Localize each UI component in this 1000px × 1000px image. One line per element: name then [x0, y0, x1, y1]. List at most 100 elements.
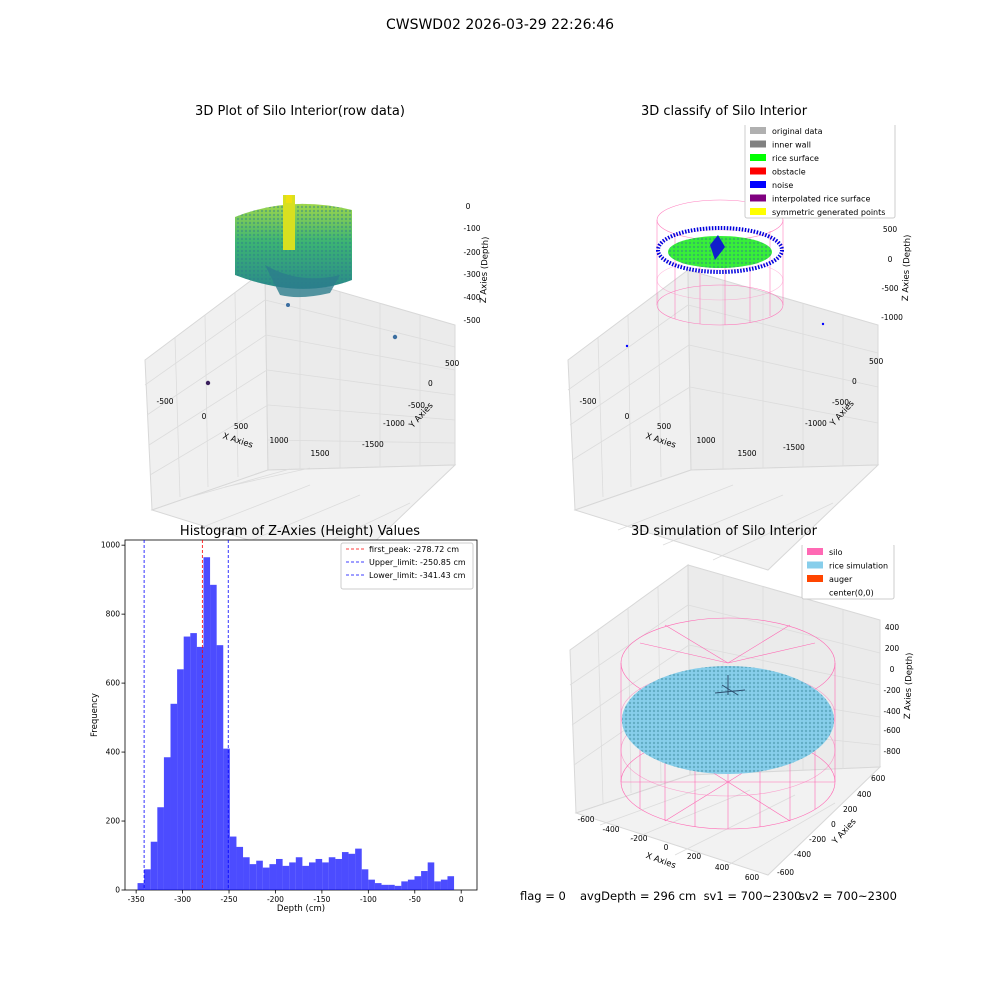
histogram-bar: [335, 858, 342, 890]
legend-swatch: [750, 208, 766, 215]
histogram-bar: [348, 853, 356, 890]
simulation-ztick: -200: [883, 686, 900, 695]
legend-swatch: [807, 575, 823, 582]
raw-ytick: 0: [428, 379, 433, 388]
histogram-bar: [190, 633, 197, 890]
simulation-zlabel: Z Axies (Depth): [903, 652, 915, 719]
histogram-bar: [223, 748, 230, 890]
simulation-ztick: 0: [890, 665, 895, 674]
raw-ztick: -200: [463, 248, 480, 257]
raw-xtick: -500: [156, 397, 173, 406]
legend-label: rice surface: [772, 154, 819, 163]
status-flag: flag = 0: [520, 889, 566, 903]
classify-ytick: -1000: [805, 419, 827, 428]
raw-ytick: -1000: [383, 419, 405, 428]
legend-label: center(0,0): [829, 589, 874, 598]
raw-zlabel: Z Axies (Depth): [479, 236, 491, 303]
classify-xtick: 0: [625, 412, 630, 421]
legend-label: interpolated rice surface: [772, 195, 870, 204]
raw-ztick: -400: [463, 293, 480, 302]
histogram-bar: [447, 876, 455, 890]
classify-ytick: -1500: [783, 443, 805, 452]
raw-3d-plot: -500 0 500 1000 1500 500 0 -500 -1000 -1…: [144, 195, 491, 571]
simulation-ztick: 400: [885, 623, 900, 632]
histogram-ytick-label: 0: [115, 886, 120, 895]
classify-plot-title: 3D classify of Silo Interior: [640, 104, 808, 119]
simulation-xtick: 200: [687, 852, 702, 861]
histogram-bar: [355, 848, 362, 890]
histogram-xtick-label: -250: [221, 895, 238, 904]
histogram-bar: [315, 858, 323, 890]
raw-ztick: -100: [463, 224, 480, 233]
histogram-bar: [276, 858, 283, 890]
histogram-bar: [163, 757, 171, 890]
simulation-ytick: 200: [843, 805, 858, 814]
legend-swatch: [750, 154, 766, 161]
raw-plot-title: 3D Plot of Silo Interior(row data): [195, 104, 405, 119]
histogram-bar: [440, 879, 448, 890]
classify-xtick: 1000: [696, 436, 715, 445]
legend-swatch: [750, 127, 766, 134]
raw-ztick: -500: [463, 316, 480, 325]
simulation-xtick: -600: [577, 815, 594, 824]
raw-ztick: -300: [463, 270, 480, 279]
simulation-ytick: 600: [871, 774, 886, 783]
histogram-xtick-label: -200: [267, 895, 284, 904]
legend-swatch: [750, 140, 766, 148]
histogram-bar: [269, 864, 277, 890]
auger-marker: [714, 675, 746, 696]
histogram-bar: [157, 807, 164, 890]
histogram-bar: [394, 885, 402, 890]
histogram-ytick-label: 1000: [101, 541, 120, 550]
histogram-bar: [210, 584, 217, 890]
legend-label: silo: [829, 548, 843, 557]
legend-label: original data: [772, 127, 823, 136]
simulation-legend: silo rice simulation auger center(0,0): [801, 545, 895, 600]
histogram-legend: first_peak: -278.72 cm Upper_limit: -250.…: [340, 542, 474, 590]
histogram-bar: [368, 879, 375, 890]
histogram-bar: [407, 879, 415, 890]
simulation-3d-plot: -600 -400 -200 0 200 400 600 600 400 200…: [569, 545, 915, 882]
simulation-ytick: -400: [794, 850, 811, 859]
histogram-bar: [150, 841, 158, 890]
histogram-ytick-label: 800: [106, 610, 121, 619]
histogram-bar: [322, 862, 329, 890]
histogram-bar: [308, 862, 316, 890]
histogram-xtick-label: -300: [174, 895, 191, 904]
histogram-bar: [196, 646, 204, 890]
legend-label: rice simulation: [829, 562, 888, 571]
histogram-bar: [361, 869, 369, 890]
simulation-xtick: -400: [602, 825, 619, 834]
histogram-legend-label: Lower_limit: -341.43 cm: [369, 571, 466, 580]
simulation-ytick: -600: [777, 868, 794, 877]
classify-ytick: -500: [832, 398, 849, 407]
classify-ztick: -500: [881, 284, 898, 293]
simulation-xlabel: X Axies: [644, 851, 677, 871]
histogram-bar: [421, 871, 428, 890]
classify-zlabel: Z Axies (Depth): [901, 234, 913, 301]
histogram-bar: [434, 881, 441, 890]
classify-ytick: 500: [869, 357, 884, 366]
legend-label: noise: [772, 181, 793, 190]
legend-swatch: [807, 588, 823, 596]
raw-ytick: -500: [408, 401, 425, 410]
raw-xtick: 1000: [269, 436, 288, 445]
histogram-xtick-label: -350: [128, 895, 145, 904]
histogram-bar: [328, 857, 336, 890]
classify-3d-plot: -500 0 500 1000 1500 500 0 -500 -1000 -1…: [567, 125, 913, 571]
histogram-xtick-label: -150: [313, 895, 330, 904]
legend-label: obstacle: [772, 168, 806, 177]
histogram-bar: [282, 865, 290, 890]
simulation-ztick: -400: [883, 707, 900, 716]
histogram-bar: [229, 836, 237, 890]
histogram-bar: [236, 846, 244, 890]
histogram-bar: [262, 867, 270, 890]
simulation-xtick: 600: [745, 873, 760, 882]
histogram-bar: [427, 862, 435, 890]
legend-swatch: [807, 548, 823, 555]
raw-xtick: 0: [202, 412, 207, 421]
simulation-ztick: -800: [883, 747, 900, 756]
histogram-xlabel: Depth (cm): [277, 904, 325, 914]
raw-xtick: 500: [234, 422, 249, 431]
simulation-xtick: -200: [630, 834, 647, 843]
